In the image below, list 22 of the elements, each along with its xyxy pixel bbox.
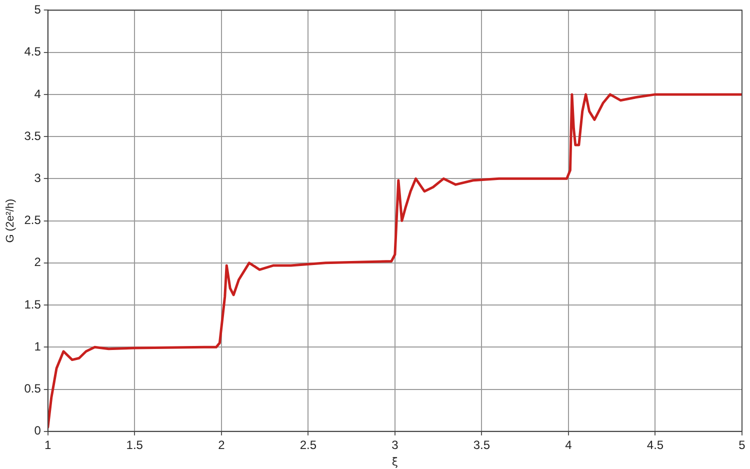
y-tick-label: 4.5 bbox=[24, 44, 42, 59]
y-axis-title: G (2e²/h) bbox=[4, 198, 17, 243]
x-tick-label: 3.5 bbox=[473, 438, 490, 452]
x-tick-label: 1.5 bbox=[126, 438, 144, 452]
x-tick-label: 4.5 bbox=[646, 438, 664, 452]
x-tick-label: 1 bbox=[44, 438, 52, 452]
y-tick-label: 0.5 bbox=[24, 382, 42, 396]
y-tick-label: 0 bbox=[34, 424, 42, 438]
y-tick-label: 2 bbox=[34, 255, 42, 270]
y-tick-label: 3 bbox=[34, 170, 42, 185]
x-tick-label: 5 bbox=[738, 438, 746, 452]
y-tick-label: 1 bbox=[34, 339, 42, 354]
y-tick-label: 1.5 bbox=[24, 297, 42, 312]
x-tick-label: 4 bbox=[565, 438, 572, 452]
y-tick-label: 5 bbox=[34, 2, 42, 17]
x-tick-label: 3 bbox=[392, 438, 399, 452]
y-tick-label: 2.5 bbox=[24, 213, 42, 228]
x-axis-title: ξ bbox=[392, 455, 398, 468]
x-tick-label: 2.5 bbox=[300, 438, 317, 452]
y-tick-label: 4 bbox=[34, 86, 42, 101]
x-tick-label: 2 bbox=[218, 438, 226, 452]
y-tick-label: 3.5 bbox=[24, 128, 42, 143]
